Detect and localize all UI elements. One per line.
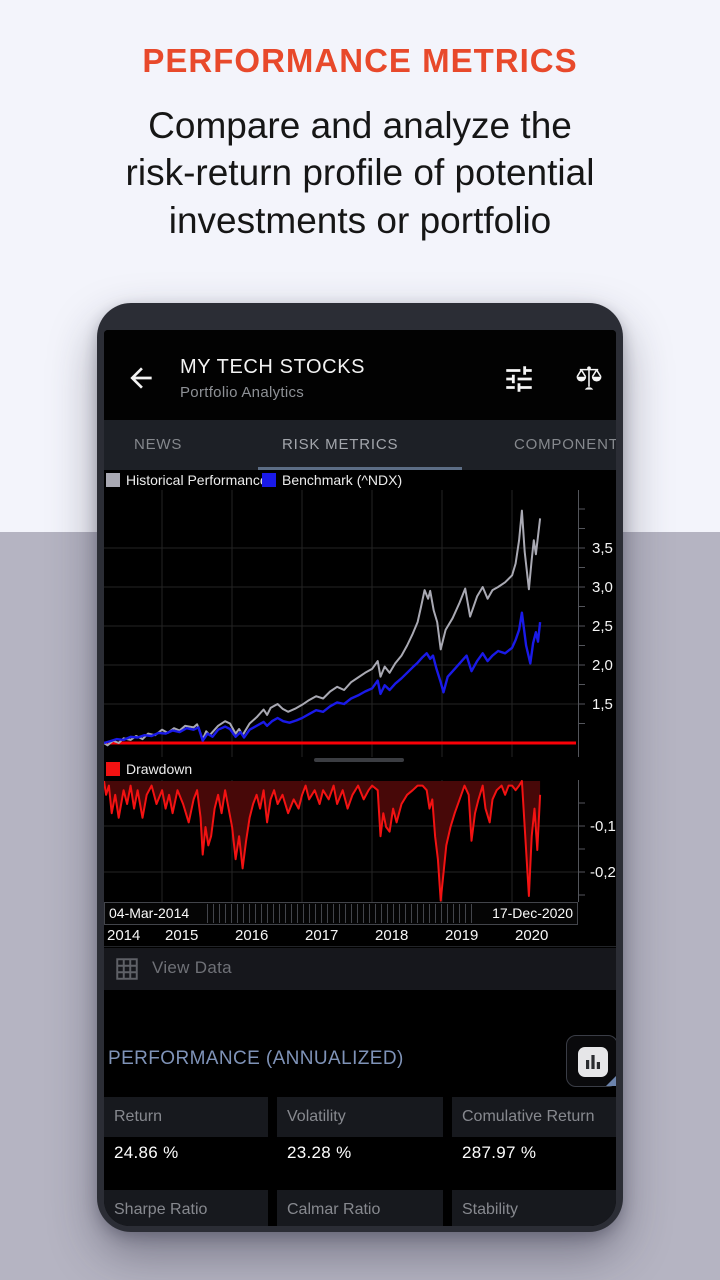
table-grid-icon bbox=[114, 956, 140, 982]
year-label-2015: 2015 bbox=[165, 927, 199, 944]
svg-text:-0,2: -0,2 bbox=[590, 864, 616, 881]
year-label-2018: 2018 bbox=[375, 927, 409, 944]
metric-label: Volatility bbox=[287, 1108, 346, 1125]
app-bar: MY TECH STOCKS Portfolio Analytics bbox=[104, 330, 616, 420]
tune-settings-button[interactable] bbox=[502, 362, 536, 396]
metric-cell-stability: Stability bbox=[452, 1190, 616, 1226]
svg-text:1,5: 1,5 bbox=[592, 696, 613, 713]
tab-bar: NEWS RISK METRICS COMPONENTS bbox=[104, 420, 616, 470]
range-end-date: 17-Dec-2020 bbox=[492, 905, 573, 921]
metric-cell-return: Return bbox=[104, 1097, 268, 1137]
range-tick-marks bbox=[207, 904, 473, 923]
back-button[interactable] bbox=[124, 362, 158, 394]
balance-scale-icon bbox=[572, 366, 606, 400]
drawdown-area-chart[interactable]: -0,1 -0,2 bbox=[104, 780, 616, 902]
metric-value-cumulative-return: 287.97 % bbox=[462, 1143, 537, 1162]
back-arrow-icon bbox=[124, 367, 158, 398]
metric-value-volatility: 23.28 % bbox=[287, 1143, 352, 1162]
chart-view-toggle-button[interactable] bbox=[566, 1035, 616, 1087]
performance-section-title: PERFORMANCE (ANNUALIZED) bbox=[108, 1048, 404, 1069]
drawdown-legend: Drawdown bbox=[104, 757, 616, 780]
svg-text:3,5: 3,5 bbox=[592, 540, 613, 557]
metric-label: Return bbox=[114, 1108, 163, 1125]
phone-screen: MY TECH STOCKS Portfolio Analytics bbox=[104, 330, 616, 1226]
portfolio-subtitle: Portfolio Analytics bbox=[180, 384, 305, 401]
svg-text:-0,1: -0,1 bbox=[590, 818, 616, 835]
compare-balance-button[interactable] bbox=[572, 362, 606, 396]
metric-value-return: 24.86 % bbox=[114, 1143, 179, 1162]
legend-label-drawdown: Drawdown bbox=[126, 761, 193, 777]
tab-news[interactable]: NEWS bbox=[134, 436, 183, 453]
metric-cell-cumulative-return: Comulative Return bbox=[452, 1097, 616, 1137]
legend-swatch-historical bbox=[106, 473, 120, 487]
svg-text:3,0: 3,0 bbox=[592, 579, 613, 596]
view-data-label: View Data bbox=[152, 958, 232, 977]
svg-text:2,5: 2,5 bbox=[592, 618, 613, 635]
year-label-2014: 2014 bbox=[107, 927, 141, 944]
metric-label: Sharpe Ratio bbox=[114, 1201, 208, 1218]
marketing-header: PERFORMANCE METRICS Compare and analyze … bbox=[0, 0, 720, 244]
page-subtitle: Compare and analyze the risk-return prof… bbox=[0, 102, 720, 244]
legend-label-benchmark: Benchmark (^NDX) bbox=[282, 472, 403, 488]
main-chart-legend: Historical Performance Benchmark (^NDX) bbox=[104, 470, 616, 490]
legend-swatch-benchmark bbox=[262, 473, 276, 487]
metric-cell-volatility: Volatility bbox=[277, 1097, 443, 1137]
year-label-2016: 2016 bbox=[235, 927, 269, 944]
x-axis-year-labels: 2014 2015 2016 2017 2018 2019 2020 bbox=[104, 925, 616, 947]
subtitle-line-1: Compare and analyze the bbox=[148, 105, 572, 146]
resize-corner-triangle bbox=[606, 1075, 616, 1086]
active-tab-underline bbox=[258, 467, 462, 470]
year-label-2020: 2020 bbox=[515, 927, 549, 944]
metric-cell-sharpe-ratio: Sharpe Ratio bbox=[104, 1190, 268, 1226]
metric-cell-calmar-ratio: Calmar Ratio bbox=[277, 1190, 443, 1226]
year-label-2019: 2019 bbox=[445, 927, 479, 944]
view-data-button[interactable]: View Data bbox=[104, 948, 616, 990]
tune-icon bbox=[502, 366, 536, 400]
legend-label-historical: Historical Performance bbox=[126, 472, 268, 488]
metric-label: Stability bbox=[462, 1201, 519, 1218]
metric-label: Comulative Return bbox=[462, 1108, 595, 1125]
date-range-selector[interactable]: 04-Mar-2014 17-Dec-2020 bbox=[104, 902, 578, 925]
legend-swatch-drawdown bbox=[106, 762, 120, 776]
range-start-date: 04-Mar-2014 bbox=[109, 905, 190, 921]
bar-chart-icon bbox=[578, 1047, 608, 1077]
tab-components[interactable]: COMPONENTS bbox=[514, 436, 616, 453]
year-label-2017: 2017 bbox=[305, 927, 339, 944]
subtitle-line-3: investments or portfolio bbox=[168, 199, 552, 241]
portfolio-title: MY TECH STOCKS bbox=[180, 356, 366, 378]
tab-risk-metrics[interactable]: RISK METRICS bbox=[282, 436, 399, 453]
phone-mockup: MY TECH STOCKS Portfolio Analytics bbox=[97, 303, 623, 1232]
metric-label: Calmar Ratio bbox=[287, 1201, 381, 1218]
svg-text:2,0: 2,0 bbox=[592, 657, 613, 674]
performance-line-chart[interactable]: 3,5 3,0 2,5 2,0 1,5 bbox=[104, 490, 616, 757]
page-title: PERFORMANCE METRICS bbox=[142, 42, 578, 79]
scroll-indicator bbox=[314, 758, 404, 762]
subtitle-line-2: risk-return profile of potential bbox=[125, 152, 595, 194]
